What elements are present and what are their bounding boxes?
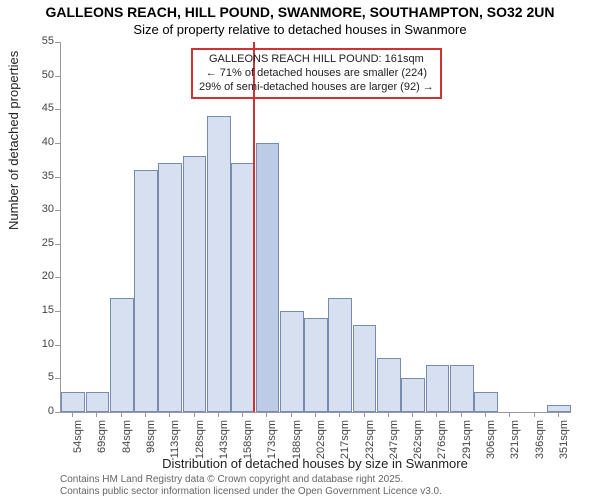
x-tick-mark bbox=[242, 412, 243, 417]
attribution-line2: Contains public sector information licen… bbox=[60, 486, 442, 498]
chart-title-line2: Size of property relative to detached ho… bbox=[0, 22, 600, 37]
x-tick-label: 306sqm bbox=[485, 420, 497, 460]
y-tick-label: 5 bbox=[26, 371, 54, 383]
y-tick-mark bbox=[55, 244, 60, 245]
histogram-bar bbox=[450, 365, 474, 412]
x-tick-mark bbox=[485, 412, 486, 417]
y-tick-label: 20 bbox=[26, 270, 54, 282]
x-tick-label: 217sqm bbox=[339, 420, 351, 460]
y-axis-label: Number of detached properties bbox=[6, 51, 21, 230]
x-tick-mark bbox=[72, 412, 73, 417]
x-tick-label: 188sqm bbox=[291, 420, 303, 460]
histogram-bar bbox=[110, 298, 134, 412]
x-axis-label: Distribution of detached houses by size … bbox=[60, 456, 570, 471]
y-tick-mark bbox=[55, 378, 60, 379]
y-tick-label: 25 bbox=[26, 237, 54, 249]
x-tick-mark bbox=[194, 412, 195, 417]
x-tick-label: 54sqm bbox=[72, 420, 84, 460]
histogram-bar bbox=[547, 405, 571, 412]
x-tick-mark bbox=[169, 412, 170, 417]
histogram-bar bbox=[207, 116, 231, 412]
y-tick-mark bbox=[55, 109, 60, 110]
x-tick-label: 98sqm bbox=[145, 420, 157, 460]
y-tick-label: 55 bbox=[26, 35, 54, 47]
y-tick-label: 40 bbox=[26, 136, 54, 148]
histogram-bar bbox=[426, 365, 450, 412]
y-tick-mark bbox=[55, 210, 60, 211]
histogram-bar bbox=[377, 358, 401, 412]
y-tick-label: 45 bbox=[26, 102, 54, 114]
x-tick-label: 173sqm bbox=[266, 420, 278, 460]
x-tick-mark bbox=[218, 412, 219, 417]
x-tick-mark bbox=[412, 412, 413, 417]
x-tick-mark bbox=[436, 412, 437, 417]
histogram-bar bbox=[134, 170, 158, 412]
x-tick-label: 321sqm bbox=[509, 420, 521, 460]
y-tick-label: 35 bbox=[26, 170, 54, 182]
x-tick-label: 232sqm bbox=[364, 420, 376, 460]
x-tick-label: 276sqm bbox=[436, 420, 448, 460]
y-tick-mark bbox=[55, 345, 60, 346]
x-tick-label: 351sqm bbox=[558, 420, 570, 460]
x-tick-mark bbox=[388, 412, 389, 417]
y-tick-mark bbox=[55, 42, 60, 43]
histogram-bar bbox=[61, 392, 85, 412]
callout-box: GALLEONS REACH HILL POUND: 161sqm← 71% o… bbox=[191, 48, 442, 99]
y-tick-label: 15 bbox=[26, 304, 54, 316]
x-tick-label: 158sqm bbox=[242, 420, 254, 460]
y-tick-label: 0 bbox=[26, 405, 54, 417]
x-tick-mark bbox=[121, 412, 122, 417]
histogram-bar bbox=[328, 298, 352, 412]
x-tick-mark bbox=[291, 412, 292, 417]
x-tick-label: 113sqm bbox=[169, 420, 181, 460]
callout-line3: 29% of semi-detached houses are larger (… bbox=[199, 81, 434, 95]
x-tick-mark bbox=[315, 412, 316, 417]
x-tick-label: 128sqm bbox=[194, 420, 206, 460]
histogram-bar bbox=[158, 163, 182, 412]
x-tick-label: 84sqm bbox=[121, 420, 133, 460]
histogram-bar bbox=[280, 311, 304, 412]
x-tick-mark bbox=[461, 412, 462, 417]
y-tick-mark bbox=[55, 277, 60, 278]
x-tick-mark bbox=[145, 412, 146, 417]
x-tick-label: 143sqm bbox=[218, 420, 230, 460]
y-tick-label: 10 bbox=[26, 338, 54, 350]
histogram-bar bbox=[86, 392, 110, 412]
x-tick-mark bbox=[266, 412, 267, 417]
x-tick-label: 262sqm bbox=[412, 420, 424, 460]
histogram-bar bbox=[353, 325, 377, 412]
histogram-bar bbox=[304, 318, 328, 412]
y-tick-mark bbox=[55, 143, 60, 144]
callout-line1: GALLEONS REACH HILL POUND: 161sqm bbox=[199, 53, 434, 67]
chart-title-line1: GALLEONS REACH, HILL POUND, SWANMORE, SO… bbox=[0, 4, 600, 20]
x-tick-mark bbox=[534, 412, 535, 417]
x-tick-label: 336sqm bbox=[534, 420, 546, 460]
x-tick-label: 291sqm bbox=[461, 420, 473, 460]
x-tick-label: 247sqm bbox=[388, 420, 400, 460]
x-tick-mark bbox=[339, 412, 340, 417]
y-tick-label: 50 bbox=[26, 69, 54, 81]
callout-line2: ← 71% of detached houses are smaller (22… bbox=[199, 67, 434, 81]
x-tick-mark bbox=[96, 412, 97, 417]
x-tick-label: 202sqm bbox=[315, 420, 327, 460]
y-tick-label: 30 bbox=[26, 203, 54, 215]
attribution-line1: Contains HM Land Registry data © Crown c… bbox=[60, 474, 442, 486]
histogram-bar bbox=[256, 143, 280, 412]
histogram-bar bbox=[231, 163, 255, 412]
plot-area: GALLEONS REACH HILL POUND: 161sqm← 71% o… bbox=[60, 42, 571, 413]
x-tick-mark bbox=[364, 412, 365, 417]
y-tick-mark bbox=[55, 76, 60, 77]
attribution-text: Contains HM Land Registry data © Crown c… bbox=[60, 474, 442, 498]
histogram-bar bbox=[474, 392, 498, 412]
y-tick-mark bbox=[55, 311, 60, 312]
histogram-bar bbox=[183, 156, 207, 412]
y-tick-mark bbox=[55, 177, 60, 178]
x-tick-mark bbox=[509, 412, 510, 417]
y-tick-mark bbox=[55, 412, 60, 413]
x-tick-mark bbox=[558, 412, 559, 417]
x-tick-label: 69sqm bbox=[96, 420, 108, 460]
histogram-bar bbox=[401, 378, 425, 412]
